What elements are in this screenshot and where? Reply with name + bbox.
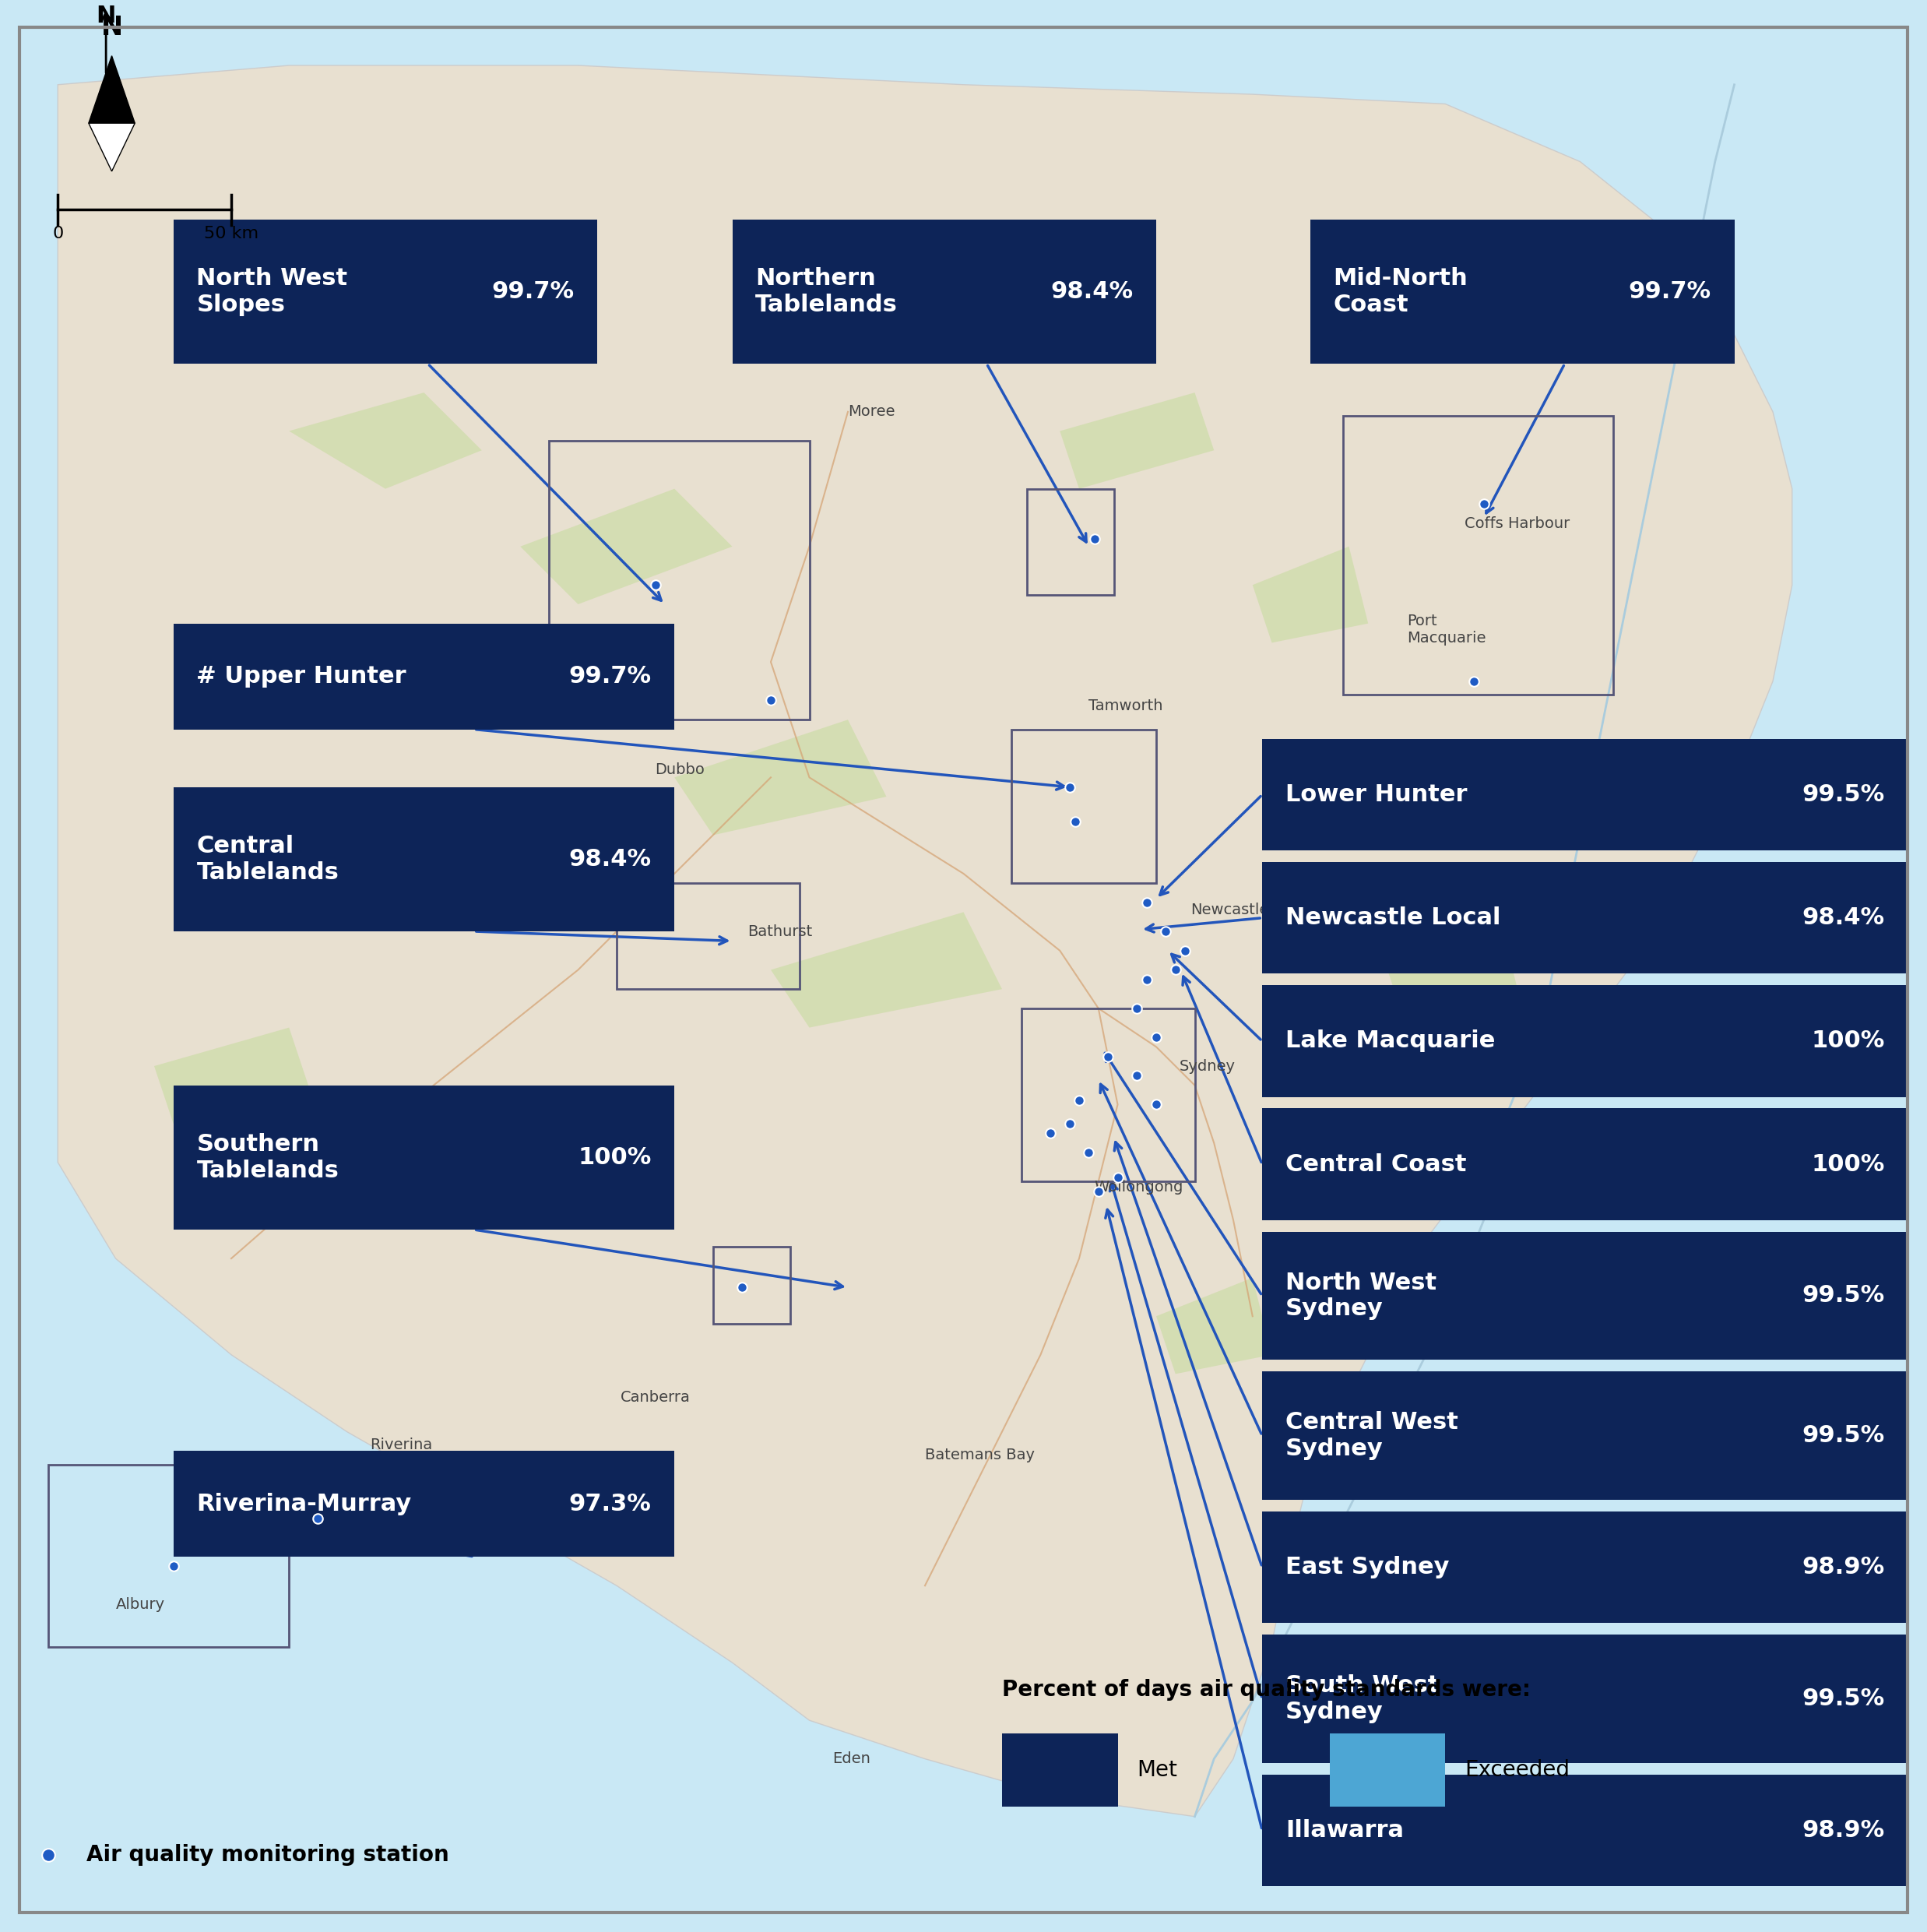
Polygon shape <box>154 1028 308 1124</box>
Text: Moree: Moree <box>848 404 894 419</box>
Text: 99.5%: 99.5% <box>1802 1687 1885 1710</box>
Bar <box>1262 1511 1908 1623</box>
Text: Bathurst: Bathurst <box>748 923 813 939</box>
Text: Lake Macquarie: Lake Macquarie <box>1285 1030 1495 1053</box>
Bar <box>732 220 1156 363</box>
Text: Percent of days air quality standards were:: Percent of days air quality standards we… <box>1002 1679 1530 1700</box>
Text: Port
Macquarie: Port Macquarie <box>1407 612 1486 645</box>
Text: 99.5%: 99.5% <box>1802 784 1885 806</box>
Polygon shape <box>1310 1124 1426 1219</box>
Text: East Sydney: East Sydney <box>1285 1555 1449 1578</box>
Bar <box>173 1086 674 1229</box>
Text: 98.4%: 98.4% <box>568 848 651 871</box>
Bar <box>1310 220 1734 363</box>
Text: 99.7%: 99.7% <box>1628 280 1711 303</box>
Text: Eden: Eden <box>832 1752 871 1766</box>
Text: 98.4%: 98.4% <box>1802 906 1885 929</box>
Text: Air quality monitoring station: Air quality monitoring station <box>87 1845 449 1866</box>
Polygon shape <box>771 912 1002 1028</box>
Text: Mid-North
Coast: Mid-North Coast <box>1333 267 1468 317</box>
Polygon shape <box>520 489 732 605</box>
Text: Lower Hunter: Lower Hunter <box>1285 784 1466 806</box>
Bar <box>1262 1109 1908 1219</box>
Bar <box>1027 489 1114 595</box>
Text: Coffs Harbour: Coffs Harbour <box>1465 516 1571 531</box>
Polygon shape <box>1060 392 1214 489</box>
Text: 99.5%: 99.5% <box>1802 1424 1885 1447</box>
Bar <box>48 1464 289 1648</box>
Polygon shape <box>1156 1277 1272 1374</box>
Text: Central
Tablelands: Central Tablelands <box>197 835 339 883</box>
Bar <box>549 440 809 721</box>
Bar <box>1262 738 1908 850</box>
Bar <box>1002 1733 1118 1806</box>
Text: N: N <box>96 4 116 27</box>
Text: 100%: 100% <box>1811 1030 1885 1053</box>
Text: Albury: Albury <box>116 1598 166 1613</box>
Bar <box>1262 1774 1908 1886</box>
Bar <box>1021 1009 1195 1182</box>
Bar <box>173 786 674 931</box>
Bar <box>173 1451 674 1557</box>
Text: Wollongong: Wollongong <box>1095 1180 1183 1194</box>
Bar <box>617 883 800 989</box>
Bar <box>1012 728 1156 883</box>
Text: Tamworth: Tamworth <box>1089 699 1164 713</box>
Text: 0: 0 <box>52 226 64 242</box>
Text: Sydney: Sydney <box>1179 1059 1235 1074</box>
Polygon shape <box>1387 931 1522 1028</box>
Text: Met: Met <box>1137 1760 1177 1781</box>
Bar <box>1262 862 1908 974</box>
Polygon shape <box>289 815 462 931</box>
Polygon shape <box>289 392 482 489</box>
Text: Batemans Bay: Batemans Bay <box>925 1447 1035 1463</box>
Text: Riverina-Murray: Riverina-Murray <box>197 1493 412 1515</box>
Text: Southern
Tablelands: Southern Tablelands <box>197 1132 339 1182</box>
Text: 98.4%: 98.4% <box>1050 280 1133 303</box>
Text: Canberra: Canberra <box>620 1389 690 1405</box>
Polygon shape <box>482 1105 636 1219</box>
Text: Newcastle: Newcastle <box>1191 902 1270 918</box>
Bar <box>173 220 597 363</box>
Text: Central West
Sydney: Central West Sydney <box>1285 1410 1459 1461</box>
Bar <box>1262 985 1908 1097</box>
Bar <box>1330 1733 1445 1806</box>
Text: N: N <box>100 15 123 41</box>
Text: 99.7%: 99.7% <box>491 280 574 303</box>
Bar <box>713 1246 790 1323</box>
Text: 97.3%: 97.3% <box>568 1493 651 1515</box>
Text: Exceeded: Exceeded <box>1465 1760 1571 1781</box>
Polygon shape <box>89 56 135 124</box>
Bar <box>1262 1634 1908 1762</box>
Text: North West
Slopes: North West Slopes <box>197 267 347 317</box>
Polygon shape <box>1349 738 1465 835</box>
Text: 50 km: 50 km <box>204 226 258 242</box>
Text: # Upper Hunter: # Upper Hunter <box>197 665 407 688</box>
Bar <box>173 624 674 728</box>
Text: Northern
Tablelands: Northern Tablelands <box>755 267 898 317</box>
Text: 98.9%: 98.9% <box>1802 1555 1885 1578</box>
Text: Riverina: Riverina <box>370 1437 432 1453</box>
Polygon shape <box>58 66 1792 1816</box>
Polygon shape <box>674 721 886 835</box>
Text: Newcastle Local: Newcastle Local <box>1285 906 1501 929</box>
Bar <box>1262 1231 1908 1360</box>
Bar <box>1343 415 1613 696</box>
Polygon shape <box>89 124 135 172</box>
Text: North West
Sydney: North West Sydney <box>1285 1271 1436 1320</box>
Text: 100%: 100% <box>578 1146 651 1169</box>
Text: 99.5%: 99.5% <box>1802 1285 1885 1308</box>
Text: 100%: 100% <box>1811 1153 1885 1175</box>
Text: 98.9%: 98.9% <box>1802 1818 1885 1841</box>
Text: Wagga Wagga: Wagga Wagga <box>222 1517 330 1532</box>
Text: Central Coast: Central Coast <box>1285 1153 1466 1175</box>
Polygon shape <box>1253 547 1368 643</box>
Text: Illawarra: Illawarra <box>1285 1818 1403 1841</box>
Bar <box>1262 1372 1908 1499</box>
Text: Dubbo: Dubbo <box>655 763 705 777</box>
Text: South West
Sydney: South West Sydney <box>1285 1675 1439 1723</box>
Text: 99.7%: 99.7% <box>568 665 651 688</box>
